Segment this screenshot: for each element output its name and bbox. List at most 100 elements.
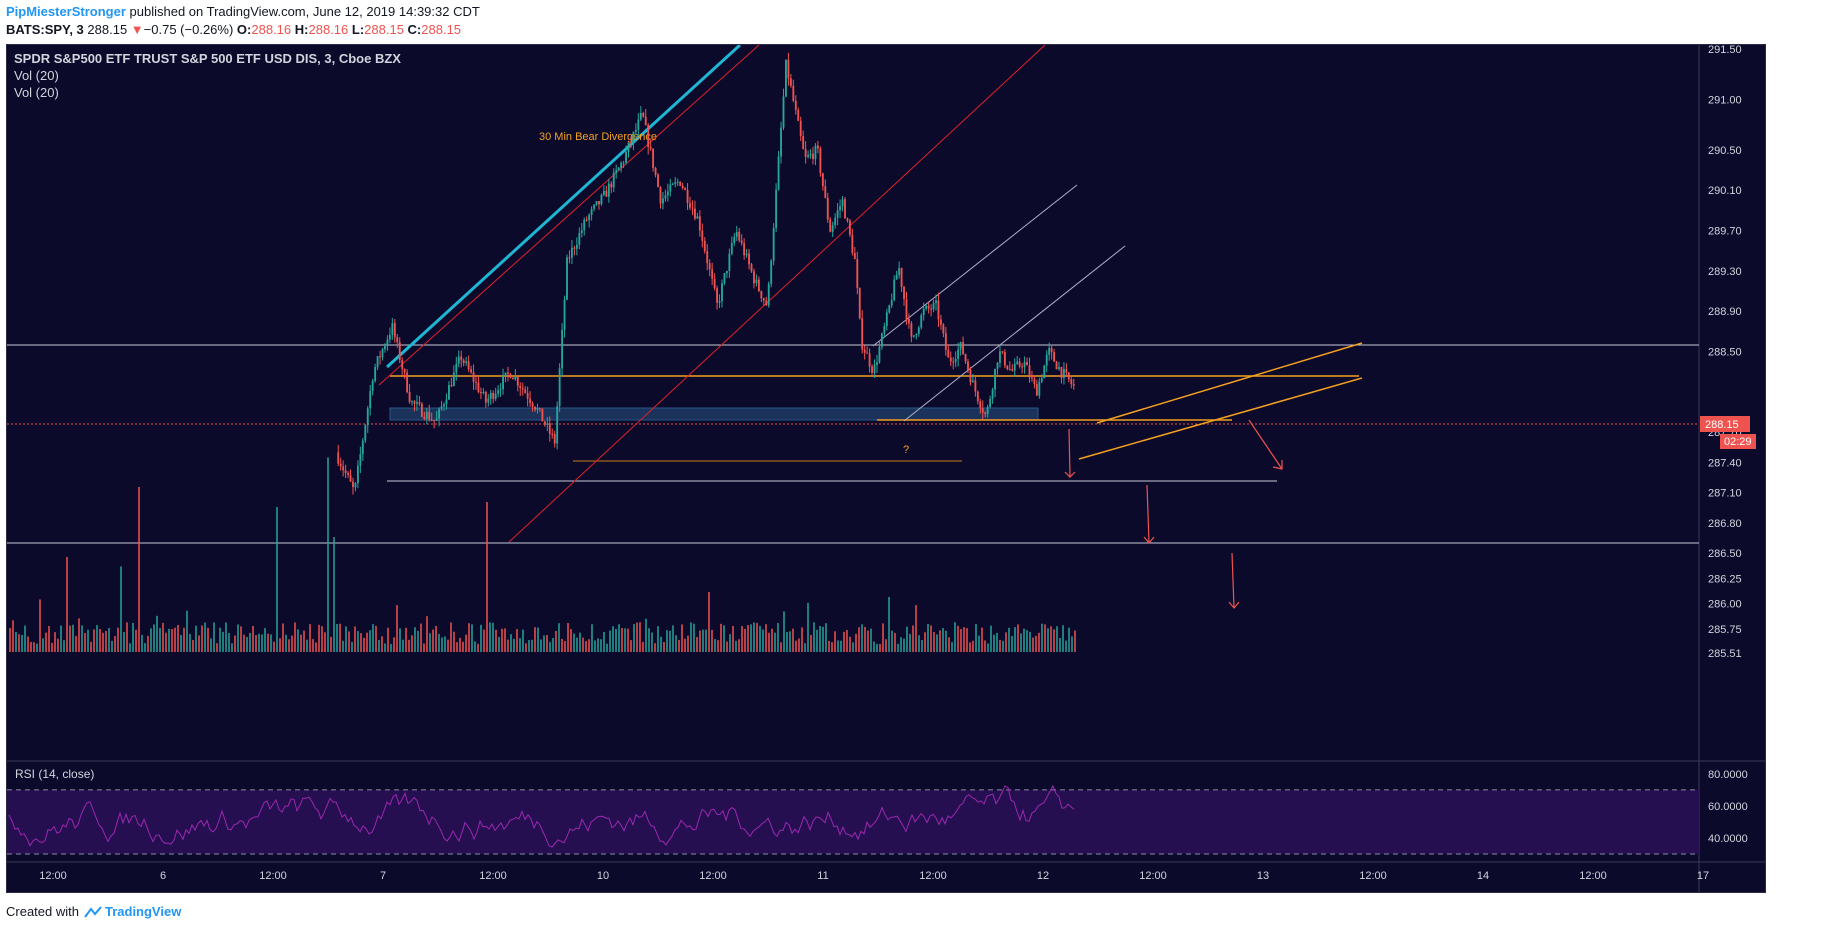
candle xyxy=(868,348,871,373)
volume-bar xyxy=(633,624,635,652)
legend-volume-2[interactable]: Vol (20) xyxy=(14,85,59,100)
volume-bar xyxy=(933,632,935,652)
volume-bar xyxy=(90,641,92,652)
volume-bar xyxy=(96,625,98,652)
volume-bar xyxy=(108,627,110,652)
volume-bar xyxy=(285,634,287,652)
volume-bar xyxy=(750,624,752,652)
tradingview-logo[interactable]: TradingView xyxy=(83,904,181,919)
volume-bar xyxy=(783,611,785,652)
candle xyxy=(393,319,396,343)
volume-bar xyxy=(231,643,233,652)
candle xyxy=(844,196,846,219)
candle xyxy=(979,398,982,414)
red-channel-upper xyxy=(378,44,760,386)
author-link[interactable]: PipMiesterStronger xyxy=(6,4,126,19)
volume-bar xyxy=(495,629,497,652)
volume-bar xyxy=(573,633,575,652)
rsi-tick-label: 40.0000 xyxy=(1708,833,1748,845)
volume-bar xyxy=(732,625,734,652)
volume-bar xyxy=(114,636,116,652)
chart-svg[interactable]: 30 Min Bear Divergence ? RSI (14, close)… xyxy=(7,43,1765,892)
volume-bar xyxy=(948,637,950,652)
volume-bar xyxy=(684,638,686,652)
candle xyxy=(708,259,711,277)
legend-symbol[interactable]: SPDR S&P500 ETF TRUST S&P 500 ETF USD DI… xyxy=(14,51,401,66)
candle xyxy=(622,160,625,168)
volume-bar xyxy=(498,636,500,652)
volume-bar xyxy=(1002,640,1004,652)
volume-bar xyxy=(882,623,884,652)
candle xyxy=(991,387,994,404)
volume-bar xyxy=(945,630,947,652)
candle xyxy=(1045,350,1048,373)
red-arrow-4 xyxy=(1064,428,1076,478)
candle xyxy=(467,355,470,372)
candle xyxy=(888,304,891,314)
candle xyxy=(487,394,490,407)
candle xyxy=(1065,363,1068,377)
candle xyxy=(644,108,647,126)
volume-bar xyxy=(891,630,893,652)
volume-bar xyxy=(432,629,434,652)
legend-volume-1[interactable]: Vol (20) xyxy=(14,68,59,83)
volume-bar xyxy=(810,634,812,652)
orange-wedge-upper xyxy=(1096,342,1363,424)
volume-bar xyxy=(1017,624,1019,652)
time-tick-label: 6 xyxy=(160,870,166,882)
volume-bar xyxy=(1014,627,1016,652)
volume-bar xyxy=(459,637,461,652)
volume-bar xyxy=(867,630,869,652)
candle xyxy=(666,183,669,202)
candle xyxy=(1055,360,1058,370)
candle xyxy=(834,213,837,229)
candle xyxy=(448,381,450,400)
candle xyxy=(1023,356,1026,374)
volume-bar xyxy=(102,632,104,652)
candle xyxy=(986,404,989,418)
candle xyxy=(615,164,618,179)
candle xyxy=(1040,374,1043,384)
candle xyxy=(903,285,905,306)
volume-bar xyxy=(894,632,896,652)
volume-bar xyxy=(363,637,365,652)
candle xyxy=(895,270,898,280)
candle xyxy=(962,336,964,355)
down-arrow-icon: ▼ xyxy=(130,22,144,37)
volume-bar xyxy=(651,632,653,652)
candle xyxy=(711,262,714,285)
candle xyxy=(553,430,556,448)
volume-bar xyxy=(630,640,632,652)
candle xyxy=(551,428,554,439)
candle xyxy=(617,166,620,171)
volume-bar xyxy=(912,625,914,652)
volume-bar xyxy=(789,631,791,652)
candle xyxy=(472,364,475,390)
volume-bar xyxy=(381,636,383,652)
volume-bar xyxy=(771,628,773,652)
candle xyxy=(753,268,755,289)
volume-bar xyxy=(615,628,617,652)
volume-bar xyxy=(186,610,188,652)
volume-bar xyxy=(141,634,143,652)
candle xyxy=(1038,377,1041,399)
candle xyxy=(406,369,409,394)
chart-frame[interactable]: 30 Min Bear Divergence ? RSI (14, close)… xyxy=(6,43,1766,893)
volume-bar xyxy=(267,633,269,652)
volume-bar xyxy=(333,537,335,652)
volume-bar xyxy=(624,628,626,652)
quote-line: BATS:SPY, 3 288.15 ▼−0.75 (−0.26%) O:288… xyxy=(6,22,461,37)
price-candles xyxy=(337,52,1075,495)
candle xyxy=(566,254,568,301)
candle xyxy=(802,130,805,150)
candle xyxy=(743,238,746,260)
volume-bar xyxy=(201,625,203,652)
candle xyxy=(511,377,514,380)
volume-bar xyxy=(999,639,1001,652)
volume-bar xyxy=(900,637,902,652)
volume-bar xyxy=(150,628,152,652)
candle xyxy=(893,275,896,302)
candle xyxy=(969,366,972,386)
candle xyxy=(716,285,718,310)
volume-bar xyxy=(129,643,131,652)
